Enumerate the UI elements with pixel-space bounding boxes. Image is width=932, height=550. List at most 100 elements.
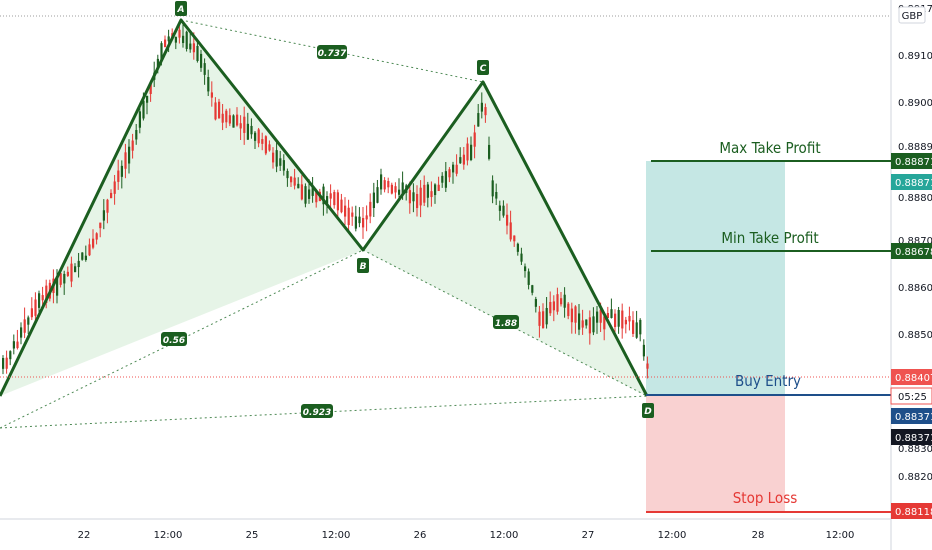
candle-body [23,319,26,333]
price-tag-last: 0.88407 [891,369,932,385]
candle-body [574,306,577,323]
candle-body [304,186,307,204]
candle-body [556,294,559,312]
candle-body [466,143,469,161]
candle-body [182,35,185,44]
candle-body [592,316,595,333]
candle-body [84,255,87,260]
candle-body [308,189,311,199]
candle-body [124,152,127,169]
candle-body [30,308,33,318]
svg-text:B: B [360,262,367,272]
candle-body [243,116,246,133]
candle-body [527,271,530,285]
candle-body [290,176,293,183]
candle-body [614,313,617,328]
candle-body [297,183,300,189]
time-tick: 22 [78,530,91,541]
candle-body [160,43,163,60]
candle-body [275,150,278,167]
candle-body [581,320,584,328]
point-a-badge: A [175,1,187,16]
candle-body [491,180,494,197]
candle-body [2,357,5,369]
candle-body [239,123,242,129]
currency-badge[interactable] [898,6,926,24]
ratio-label-bd: 1.88 [493,315,519,329]
candle-body [531,285,534,293]
candle-body [34,299,37,316]
candle-body [372,192,375,209]
time-axis[interactable]: 22 12:00 25 12:00 26 12:00 27 12:00 28 1… [78,530,855,541]
candle-body [387,180,390,188]
price-tag-min-tp: 0.88678 [891,243,932,259]
candle-body [369,201,372,217]
price-tag-stop-loss: 0.88118 [891,503,932,519]
candle-body [167,36,170,42]
svg-text:0.923: 0.923 [303,408,331,418]
min-take-profit-label: Min Take Profit [721,229,818,247]
candle-body [45,285,48,303]
candle-body [394,186,397,193]
candle-body [444,171,447,188]
time-tick: 12:00 [658,530,687,541]
candle-body [315,189,318,203]
candle-body [88,244,91,256]
candle-body [358,216,361,224]
candle-body [610,309,613,318]
svg-text:0.88678: 0.88678 [895,247,932,258]
time-tick: 25 [246,530,259,541]
candle-body [362,218,365,228]
bd-dotted-line [362,249,648,397]
candle-body [77,260,80,268]
ratio-label-xd: 0.923 [301,404,333,418]
candle-body [599,309,602,323]
candle-body [322,186,325,205]
candle-body [560,298,563,305]
candle-body [207,77,210,92]
point-c-badge: C [477,60,489,75]
candle-body [621,310,624,329]
stop-loss-label: Stop Loss [733,489,798,507]
candle-body [538,311,541,326]
time-tick: 12:00 [826,530,855,541]
candle-body [282,160,285,171]
candle-body [221,113,224,123]
candle-body [268,144,271,151]
svg-text:0.88407: 0.88407 [895,373,932,384]
candle-body [639,319,642,335]
candle-body [462,154,465,165]
ratio-label-ac: 0.737 [317,45,347,59]
candle-body [293,177,296,186]
candle-body [588,317,591,334]
svg-text:1.88: 1.88 [495,319,517,329]
candle-body [383,180,386,190]
candle-body [95,233,98,240]
time-tick: 26 [414,530,427,541]
candle-body [380,174,383,190]
time-tick: 12:00 [490,530,519,541]
candle-body [336,192,339,211]
price-tag-max-tp: 0.88871 [891,153,932,169]
candle-body [106,199,109,213]
candle-body [311,186,314,196]
candle-body [236,114,239,126]
candle-body [549,301,552,314]
candle-body [390,184,393,194]
candle-body [646,363,649,369]
time-tick: 12:00 [322,530,351,541]
time-tick: 28 [752,530,765,541]
candle-body [567,303,570,317]
candle-body [376,187,379,203]
svg-text:05:25: 05:25 [898,392,927,403]
candle-body [520,253,523,262]
candle-body [326,196,329,204]
candle-body [416,193,419,209]
candle-body [545,307,548,325]
candle-body [102,210,105,221]
candle-body [261,139,264,144]
